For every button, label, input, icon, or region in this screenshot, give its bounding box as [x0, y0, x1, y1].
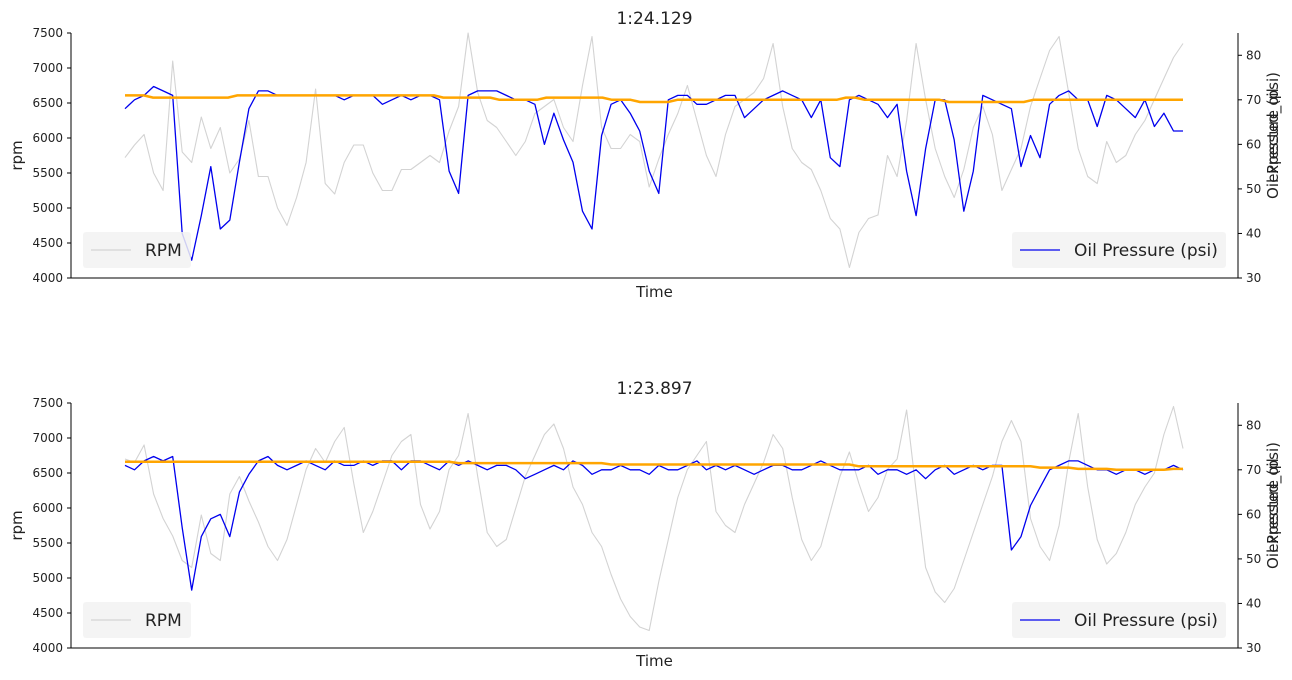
y2-tick-label: 40 — [1246, 226, 1261, 240]
legend-box — [1012, 232, 1226, 268]
chart-title: 1:24.129 — [616, 9, 692, 29]
legend-box — [83, 232, 191, 268]
y2-tick-label: 30 — [1246, 641, 1261, 655]
y-tick-label: 7000 — [32, 431, 63, 445]
y2-tick-label: 60 — [1246, 137, 1261, 151]
y2-tick-label: 80 — [1246, 418, 1261, 432]
y-tick-label: 4500 — [32, 606, 63, 620]
legend-box — [1012, 602, 1226, 638]
y-tick-label: 5000 — [32, 571, 63, 585]
x-axis-label: Time — [635, 652, 673, 670]
chart-panel-2: 4000 4500 5000 5500 6000 6500 7000 7500 30 40 50 60… — [8, 379, 1283, 670]
y2-tick-label: 80 — [1246, 48, 1261, 62]
legend-label-rpm: RPM — [145, 241, 182, 261]
chart-panel-1: 4000 4500 5000 5500 6000 6500 7000 7500 30 40 50 60… — [8, 9, 1283, 301]
series-line-rpm — [124, 405, 1184, 632]
y-tick-label: 5500 — [32, 536, 63, 550]
y-tick-label: 7000 — [32, 61, 63, 75]
legend-rpm: RPM — [83, 232, 191, 268]
legend-label-rpm: RPM — [145, 611, 182, 631]
y2-tick-label: 70 — [1246, 93, 1261, 107]
y-tick-label: 4000 — [32, 641, 63, 655]
chart-title: 1:23.897 — [616, 379, 692, 399]
y2-tick-label: 50 — [1246, 182, 1261, 196]
y2-axis-label: Oil Pressure (psi) — [1264, 442, 1282, 569]
y-axis-label: rpm — [8, 140, 26, 170]
y2-tick-label: 70 — [1246, 463, 1261, 477]
legend-box — [83, 602, 191, 638]
y-axis-label: rpm — [8, 510, 26, 540]
series-line-expected — [125, 94, 1183, 104]
y2-axis-label: Oil Pressure (psi) — [1264, 72, 1282, 199]
y-tick-label: 4500 — [32, 236, 63, 250]
y2-tick-label: 60 — [1246, 507, 1261, 521]
y-tick-label: 4000 — [32, 271, 63, 285]
legend-rpm: RPM — [83, 602, 191, 638]
legend-label-oil: Oil Pressure (psi) — [1074, 611, 1218, 631]
y2-tick-label: 50 — [1246, 552, 1261, 566]
y2-tick-label: 40 — [1246, 596, 1261, 610]
y-tick-label: 7500 — [32, 396, 63, 410]
y-tick-label: 6500 — [32, 466, 63, 480]
series-line-expected — [125, 460, 1183, 472]
x-axis-label: Time — [635, 283, 673, 301]
legend-label-oil: Oil Pressure (psi) — [1074, 241, 1218, 261]
y-tick-label: 6000 — [32, 501, 63, 515]
series-line-oil — [124, 455, 1184, 591]
y-tick-label: 5500 — [32, 166, 63, 180]
series-line-rpm — [124, 32, 1184, 269]
y2-tick-label: 30 — [1246, 271, 1261, 285]
legend-oil-pressure: Oil Pressure (psi) — [1012, 232, 1226, 268]
y-tick-label: 6500 — [32, 96, 63, 110]
y2-axis-label-overlap: expected_oil — [1264, 458, 1283, 552]
y-tick-label: 7500 — [32, 26, 63, 40]
y-tick-label: 5000 — [32, 201, 63, 215]
y2-axis-label-overlap: expected_oil — [1264, 88, 1283, 182]
legend-oil-pressure: Oil Pressure (psi) — [1012, 602, 1226, 638]
y-tick-label: 6000 — [32, 131, 63, 145]
